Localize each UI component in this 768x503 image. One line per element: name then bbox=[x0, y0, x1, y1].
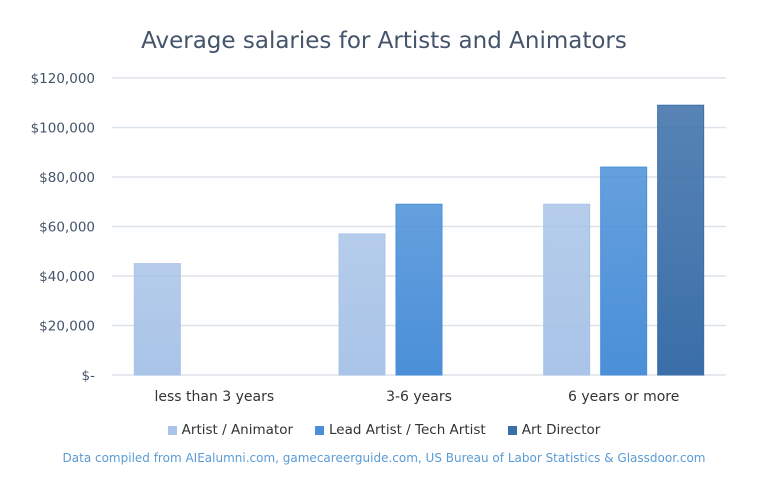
y-tick-label: $80,000 bbox=[39, 170, 95, 186]
y-tick-label: $100,000 bbox=[31, 121, 95, 137]
legend-swatch bbox=[507, 425, 517, 435]
y-tick-label: $40,000 bbox=[39, 269, 95, 285]
y-tick-label: $120,000 bbox=[31, 71, 95, 87]
legend-swatch bbox=[315, 425, 325, 435]
legend-label: Art Director bbox=[521, 422, 601, 438]
bar bbox=[543, 203, 591, 376]
y-tick-label: $60,000 bbox=[39, 220, 95, 236]
footnote: Data compiled from AIEalumni.com, gameca… bbox=[62, 451, 706, 465]
bar-chart: $- $20,000 $40,000 $60,000 $80,000 $100,000 $1… bbox=[31, 71, 726, 405]
legend: Artist / Animator Lead Artist / Tech Arti… bbox=[0, 422, 768, 438]
x-tick-label: 3-6 years bbox=[386, 389, 452, 405]
legend-label: Lead Artist / Tech Artist bbox=[329, 422, 486, 438]
legend-swatch bbox=[167, 425, 177, 435]
chart-title: Average salaries for Artists and Animato… bbox=[141, 28, 627, 54]
legend-item: Lead Artist / Tech Artist bbox=[315, 422, 486, 438]
y-tick-label: $20,000 bbox=[39, 319, 95, 335]
bar bbox=[600, 166, 648, 376]
bar bbox=[657, 104, 705, 376]
x-tick-label: less than 3 years bbox=[154, 389, 274, 405]
legend-item: Art Director bbox=[507, 422, 601, 438]
bar bbox=[395, 203, 443, 376]
x-tick-label: 6 years or more bbox=[568, 389, 679, 405]
bar bbox=[133, 263, 181, 376]
y-tick-label: $- bbox=[82, 368, 96, 384]
legend-label: Artist / Animator bbox=[181, 422, 294, 438]
bar bbox=[338, 233, 386, 376]
legend-item: Artist / Animator bbox=[167, 422, 294, 438]
